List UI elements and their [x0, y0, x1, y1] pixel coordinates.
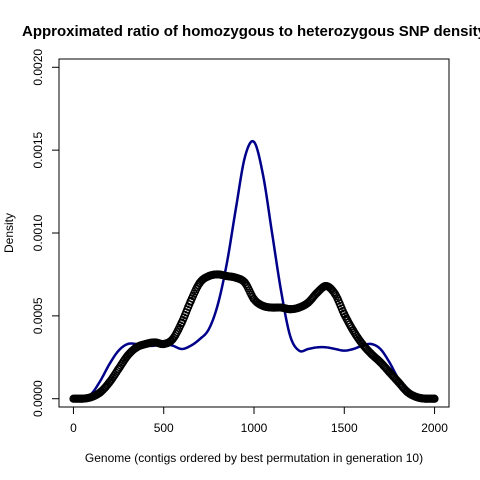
y-tick-label: 0.0005: [31, 297, 45, 334]
density-line: [73, 139, 435, 400]
data-point: [430, 394, 439, 403]
data-point: [329, 288, 338, 297]
points-series: [69, 270, 439, 403]
x-axis: 0 500 1000 1500 2000: [70, 406, 448, 435]
x-tick-label: 0: [70, 421, 77, 435]
plot-box: [58, 58, 450, 408]
y-tick-label: 0.0000: [31, 380, 45, 417]
x-tick-label: 500: [154, 421, 174, 435]
series-layer: [69, 139, 439, 403]
y-axis: 0.0000 0.0005 0.0010 0.0015 0.0020: [31, 49, 60, 417]
y-axis-label: Density: [2, 213, 16, 253]
x-axis-label: Genome (contigs ordered by best permutat…: [85, 451, 423, 465]
x-tick-label: 2000: [421, 421, 448, 435]
x-tick-label: 1000: [241, 421, 268, 435]
y-tick-label: 0.0020: [31, 49, 45, 86]
chart-title: Approximated ratio of homozygous to hete…: [22, 23, 480, 40]
x-tick-label: 1500: [331, 421, 358, 435]
y-tick-label: 0.0010: [31, 214, 45, 251]
y-tick-label: 0.0015: [31, 131, 45, 168]
